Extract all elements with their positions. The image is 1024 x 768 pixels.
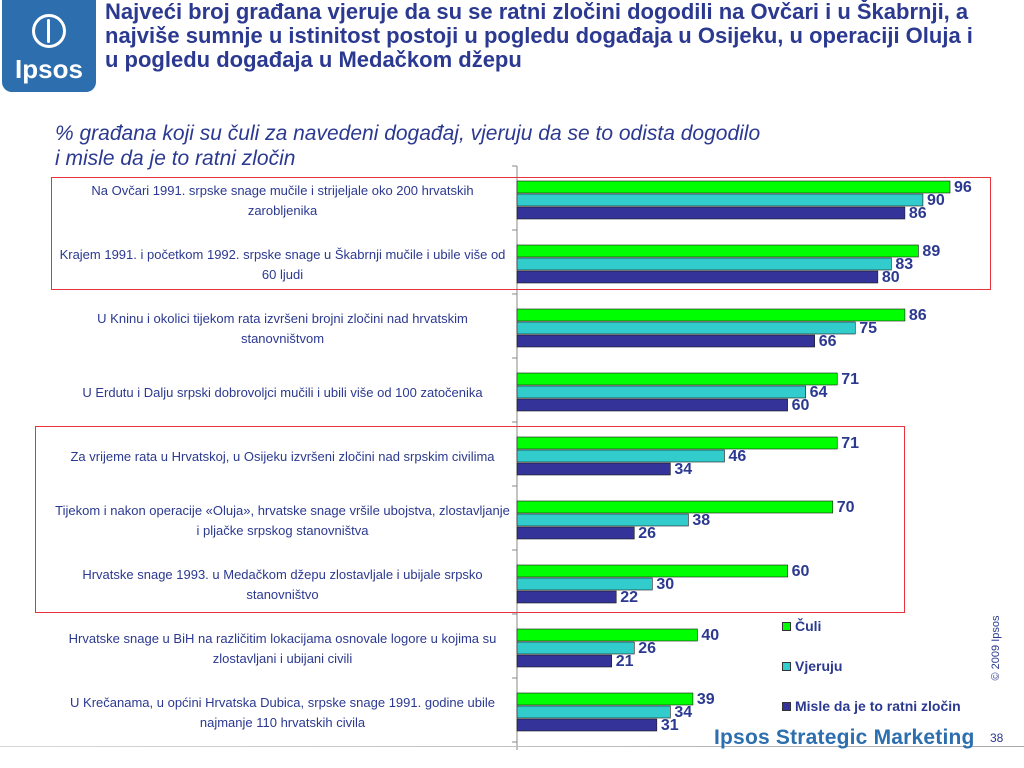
legend-label: Misle da je to ratni zločin — [795, 698, 961, 714]
data-label: 60 — [792, 397, 810, 414]
category-label-text: U Erdutu i Dalju srpski dobrovoljci muči… — [82, 385, 483, 400]
category-label: Tijekom i nakon operacije «Oluja», hrvat… — [55, 497, 510, 545]
copyright-notice: © 2009 Ipsos — [990, 615, 1002, 681]
category-label-text: Hrvatske snage 1993. u Medačkom džepu zl… — [82, 567, 483, 602]
category-label: Krajem 1991. i početkom 1992. srpske sna… — [55, 241, 510, 289]
data-label: 75 — [859, 320, 877, 337]
legend-item: Misle da je to ratni zločin — [782, 698, 961, 714]
legend-label: Čuli — [795, 618, 822, 634]
data-label: 26 — [638, 525, 656, 542]
page-number: 38 — [990, 731, 1004, 745]
data-label: 71 — [841, 371, 859, 388]
data-label: 86 — [909, 205, 927, 222]
bar-vjeruju — [516, 577, 653, 591]
data-label: 38 — [692, 512, 710, 529]
bar-culi — [516, 308, 906, 322]
bar-ratni-zlocin — [516, 526, 635, 540]
data-label: 22 — [620, 589, 638, 606]
bar-ratni-zlocin — [516, 718, 658, 732]
data-label: 70 — [837, 499, 855, 516]
category-label-text: Za vrijeme rata u Hrvatskoj, u Osijeku i… — [70, 449, 495, 464]
bar-ratni-zlocin — [516, 590, 617, 604]
bar-vjeruju — [516, 641, 635, 655]
bar-culi — [516, 436, 838, 450]
category-label: Hrvatske snage u BiH na različitim lokac… — [55, 625, 510, 673]
ipsos-logo: Ipsos — [2, 0, 96, 92]
category-label: Hrvatske snage 1993. u Medačkom džepu zl… — [55, 561, 510, 609]
category-label-text: Na Ovčari 1991. srpske snage mučile i st… — [91, 183, 474, 218]
bar-culi — [516, 372, 838, 386]
bar-vjeruju — [516, 193, 924, 207]
chart-subtitle: % građana koji su čuli za navedeni događ… — [55, 121, 935, 171]
footer-divider — [0, 746, 1024, 747]
category-label: Za vrijeme rata u Hrvatskoj, u Osijeku i… — [55, 433, 510, 481]
category-label: U Krečanama, u općini Hrvatska Dubica, s… — [55, 689, 510, 737]
data-label: 30 — [656, 576, 674, 593]
bar-vjeruju — [516, 705, 671, 719]
category-label: U Erdutu i Dalju srpski dobrovoljci muči… — [55, 369, 510, 417]
data-label: 71 — [841, 435, 859, 452]
category-label-text: Hrvatske snage u BiH na različitim lokac… — [68, 631, 497, 666]
data-label: 21 — [616, 653, 634, 670]
data-label: 34 — [674, 461, 692, 478]
data-label: 46 — [728, 448, 746, 465]
data-label: 60 — [792, 563, 810, 580]
bar-culi — [516, 180, 951, 194]
legend-item: Čuli — [782, 618, 821, 634]
data-label: 64 — [810, 384, 828, 401]
category-label-text: Krajem 1991. i početkom 1992. srpske sna… — [59, 247, 506, 282]
data-label: 90 — [927, 192, 945, 209]
ipsos-face-icon — [32, 14, 66, 48]
category-label: U Kninu i okolici tijekom rata izvršeni … — [55, 305, 510, 353]
category-label-text: Tijekom i nakon operacije «Oluja», hrvat… — [55, 503, 510, 538]
category-label-text: U Krečanama, u općini Hrvatska Dubica, s… — [70, 695, 495, 730]
bar-culi — [516, 500, 834, 514]
data-label: 80 — [882, 269, 900, 286]
bar-culi — [516, 692, 694, 706]
bar-vjeruju — [516, 257, 892, 271]
data-label: 66 — [819, 333, 837, 350]
logo-brand-text: Ipsos — [15, 54, 83, 84]
legend-swatch — [782, 621, 791, 631]
bar-ratni-zlocin — [516, 462, 671, 476]
category-label: Na Ovčari 1991. srpske snage mučile i st… — [55, 177, 510, 225]
bar-vjeruju — [516, 321, 856, 335]
data-label: 96 — [954, 179, 972, 196]
bar-culi — [516, 564, 788, 578]
legend-swatch — [782, 701, 791, 711]
data-label: 34 — [674, 704, 692, 721]
bar-ratni-zlocin — [516, 398, 788, 412]
subtitle-line-2: i misle da je to ratni zločin — [55, 147, 296, 170]
bar-vjeruju — [516, 385, 806, 399]
slide-title: Najveći broj građana vjeruje da su se ra… — [105, 0, 973, 72]
bar-ratni-zlocin — [516, 654, 613, 668]
legend-item: Vjeruju — [782, 658, 842, 674]
category-label-text: U Kninu i okolici tijekom rata izvršeni … — [97, 311, 468, 346]
footer-brand: Ipsos Strategic Marketing — [714, 726, 975, 749]
legend-swatch — [782, 661, 791, 671]
bar-ratni-zlocin — [516, 334, 815, 348]
bar-culi — [516, 628, 698, 642]
subtitle-line-1: % građana koji su čuli za navedeni događ… — [55, 122, 761, 145]
bar-vjeruju — [516, 449, 725, 463]
data-label: 40 — [701, 627, 719, 644]
data-label: 26 — [638, 640, 656, 657]
data-label: 39 — [697, 691, 715, 708]
bar-ratni-zlocin — [516, 206, 906, 220]
category-labels: Na Ovčari 1991. srpske snage mučile i st… — [55, 0, 510, 768]
legend-label: Vjeruju — [795, 658, 843, 674]
data-label: 83 — [895, 256, 913, 273]
bar-vjeruju — [516, 513, 689, 527]
data-label: 86 — [909, 307, 927, 324]
data-label: 31 — [661, 717, 679, 734]
bar-ratni-zlocin — [516, 270, 879, 284]
data-label: 89 — [922, 243, 940, 260]
bar-culi — [516, 244, 919, 258]
